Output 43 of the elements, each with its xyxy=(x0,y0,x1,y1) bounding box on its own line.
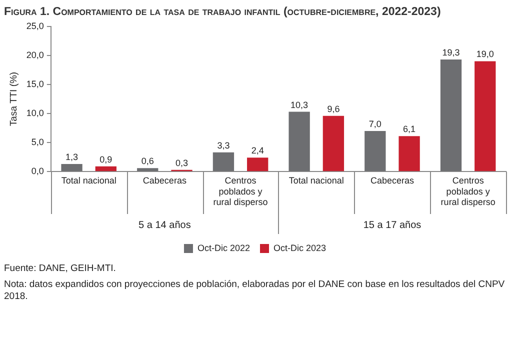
bar xyxy=(95,166,116,172)
bar xyxy=(61,164,82,172)
bar xyxy=(247,158,268,172)
x-tick-label: Total nacional xyxy=(288,175,344,186)
bar xyxy=(322,116,344,172)
legend-label: Oct-Dic 2023 xyxy=(274,242,326,253)
data-label: 0,9 xyxy=(100,154,112,164)
data-label: 2,4 xyxy=(251,146,264,156)
bar xyxy=(440,60,462,172)
chart-title: Figura 1. Comportamiento de la tasa de trabajo infantil (octubre-diciembre, 2022-2023) xyxy=(3,5,442,18)
data-label: 10,3 xyxy=(290,100,308,110)
bar xyxy=(212,152,234,172)
text: Nota: datos expandidos con proyecciones de población, elaboradas por el DANE con base en los resultados del CNPV 2018. xyxy=(4,279,506,303)
text: 5 a 14 años xyxy=(138,220,191,231)
y-tick-label: 0,0 xyxy=(31,166,44,176)
y-tick-label: 5,0 xyxy=(31,137,44,148)
data-label: 3,3 xyxy=(217,140,230,150)
data-label: 1,3 xyxy=(66,152,78,162)
data-label: 0,6 xyxy=(141,156,154,166)
data-label: 0,3 xyxy=(175,158,188,168)
data-label: 6,1 xyxy=(403,124,416,134)
x-tick-label: Cabeceras xyxy=(370,175,414,186)
data-label: 19,0 xyxy=(476,49,494,60)
bar xyxy=(137,168,158,172)
bar xyxy=(288,112,310,172)
x-tick-label: Cabeceras xyxy=(142,175,187,186)
source-note: Fuente: DANE, GEIH-MTI. xyxy=(4,263,117,275)
bar xyxy=(398,136,420,172)
data-label: 7,0 xyxy=(368,118,382,129)
bar xyxy=(364,130,386,172)
text: 15 a 17 años xyxy=(363,220,422,231)
y-tick-label: 25,0 xyxy=(26,20,44,31)
bar xyxy=(474,61,496,172)
y-tick-label: 10,0 xyxy=(26,108,44,118)
x-tick-label: Centros poblados y rural disperso xyxy=(213,175,268,208)
y-tick-label: 20,0 xyxy=(26,50,44,60)
y-tick-label: 15,0 xyxy=(26,78,44,89)
x-tick-label: Total nacional xyxy=(61,175,116,186)
data-label: 19,3 xyxy=(442,47,460,58)
x-tick-label: Centros poblados y rural disperso xyxy=(440,175,496,208)
y-axis-title: Tasa TTI (%) xyxy=(8,72,20,126)
legend-label: Oct-Dic 2022 xyxy=(197,242,250,253)
data-label: 9,6 xyxy=(327,104,340,114)
